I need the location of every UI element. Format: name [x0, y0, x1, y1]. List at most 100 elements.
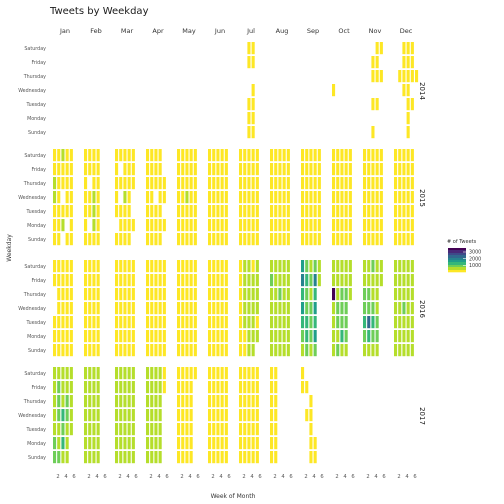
- heatmap-cell: [286, 219, 290, 232]
- heatmap-cell: [309, 344, 313, 357]
- heatmap-cell: [410, 274, 414, 287]
- heatmap-cell: [84, 233, 88, 246]
- heatmap-cell: [162, 316, 166, 329]
- heatmap-cell: [313, 344, 317, 357]
- heatmap-cell: [212, 260, 216, 273]
- heatmap-cell: [313, 302, 317, 315]
- heatmap-cell: [92, 288, 96, 301]
- heatmap-cell: [247, 381, 251, 394]
- heatmap-cell: [394, 219, 398, 232]
- heatmap-cell: [96, 219, 100, 232]
- heatmap-cell: [309, 177, 313, 190]
- heatmap-cell: [398, 260, 402, 273]
- heatmap-cell: [406, 205, 410, 218]
- heatmap-cell: [57, 205, 61, 218]
- heatmap-cell: [309, 191, 313, 204]
- weekday-label-thursday: Thursday: [23, 292, 46, 298]
- heatmap-cell: [332, 288, 336, 301]
- heatmap-cell: [367, 163, 371, 176]
- heatmap-cell: [239, 260, 243, 273]
- heatmap-cell: [53, 330, 57, 343]
- heatmap-cell: [88, 260, 92, 273]
- heatmap-cell: [363, 288, 367, 301]
- heatmap-cell: [177, 260, 181, 273]
- legend-color-step: [448, 264, 466, 266]
- heatmap-cell: [216, 205, 220, 218]
- heatmap-cell: [69, 423, 73, 436]
- heatmap-cell: [332, 177, 336, 190]
- heatmap-cell: [336, 177, 340, 190]
- heatmap-cell: [193, 288, 197, 301]
- heatmap-cell: [150, 205, 154, 218]
- heatmap-cell: [127, 330, 131, 343]
- heatmap-cell: [251, 205, 255, 218]
- heatmap-cell: [158, 177, 162, 190]
- heatmap-cell: [193, 177, 197, 190]
- heatmap-cell: [305, 316, 309, 329]
- heatmap-cell: [208, 344, 212, 357]
- heatmap-cell: [251, 302, 255, 315]
- month-label-sep: Sep: [307, 27, 319, 35]
- year-label-2016: 2016: [418, 300, 426, 318]
- heatmap-cell: [255, 288, 259, 301]
- heatmap-cell: [270, 409, 274, 422]
- heatmap-cell: [255, 409, 259, 422]
- heatmap-cell: [177, 316, 181, 329]
- heatmap-cell: [247, 42, 251, 55]
- heatmap-cell: [402, 84, 406, 97]
- heatmap-cell: [127, 149, 131, 162]
- heatmap-cell: [57, 395, 61, 408]
- heatmap-cell: [270, 367, 274, 380]
- heatmap-cell: [278, 233, 282, 246]
- heatmap-cell: [406, 42, 410, 55]
- legend-tick-label: 2000: [469, 256, 481, 262]
- heatmap-cell: [270, 205, 274, 218]
- heatmap-cell: [239, 330, 243, 343]
- heatmap-cell: [402, 302, 406, 315]
- heatmap-cell: [270, 163, 274, 176]
- heatmap-cell: [340, 302, 344, 315]
- heatmap-cell: [243, 437, 247, 450]
- legend-color-step: [448, 256, 466, 258]
- weekday-label-wednesday: Wednesday: [18, 195, 46, 201]
- heatmap-cell: [146, 451, 150, 464]
- heatmap-cell: [340, 177, 344, 190]
- heatmap-cell: [84, 288, 88, 301]
- heatmap-cell: [216, 260, 220, 273]
- heatmap-cell: [131, 302, 135, 315]
- heatmap-cell: [65, 163, 69, 176]
- heatmap-cell: [363, 344, 367, 357]
- heatmap-cell: [115, 423, 119, 436]
- heatmap-cell: [150, 191, 154, 204]
- heatmap-cell: [224, 316, 228, 329]
- heatmap-cell: [406, 274, 410, 287]
- heatmap-cell: [53, 409, 57, 422]
- heatmap-cell: [220, 219, 224, 232]
- heatmap-cell: [177, 423, 181, 436]
- heatmap-cell: [69, 409, 73, 422]
- heatmap-cell: [150, 149, 154, 162]
- heatmap-cell: [69, 316, 73, 329]
- heatmap-cell: [131, 395, 135, 408]
- heatmap-cell: [208, 302, 212, 315]
- heatmap-cell: [270, 451, 274, 464]
- heatmap-cell: [88, 381, 92, 394]
- heatmap-cell: [375, 42, 379, 55]
- heatmap-cell: [286, 205, 290, 218]
- heatmap-cell: [340, 191, 344, 204]
- heatmap-cell: [131, 288, 135, 301]
- heatmap-cell: [69, 381, 73, 394]
- heatmap-cell: [224, 191, 228, 204]
- heatmap-cell: [274, 409, 278, 422]
- heatmap-cell: [61, 437, 65, 450]
- heatmap-cell: [363, 274, 367, 287]
- heatmap-cell: [181, 451, 185, 464]
- heatmap-cell: [336, 260, 340, 273]
- heatmap-cell: [146, 163, 150, 176]
- legend-color-step: [448, 250, 466, 252]
- heatmap-cell: [69, 163, 73, 176]
- heatmap-cell: [251, 42, 255, 55]
- month-label-feb: Feb: [90, 27, 102, 35]
- heatmap-cell: [115, 381, 119, 394]
- heatmap-cell: [286, 149, 290, 162]
